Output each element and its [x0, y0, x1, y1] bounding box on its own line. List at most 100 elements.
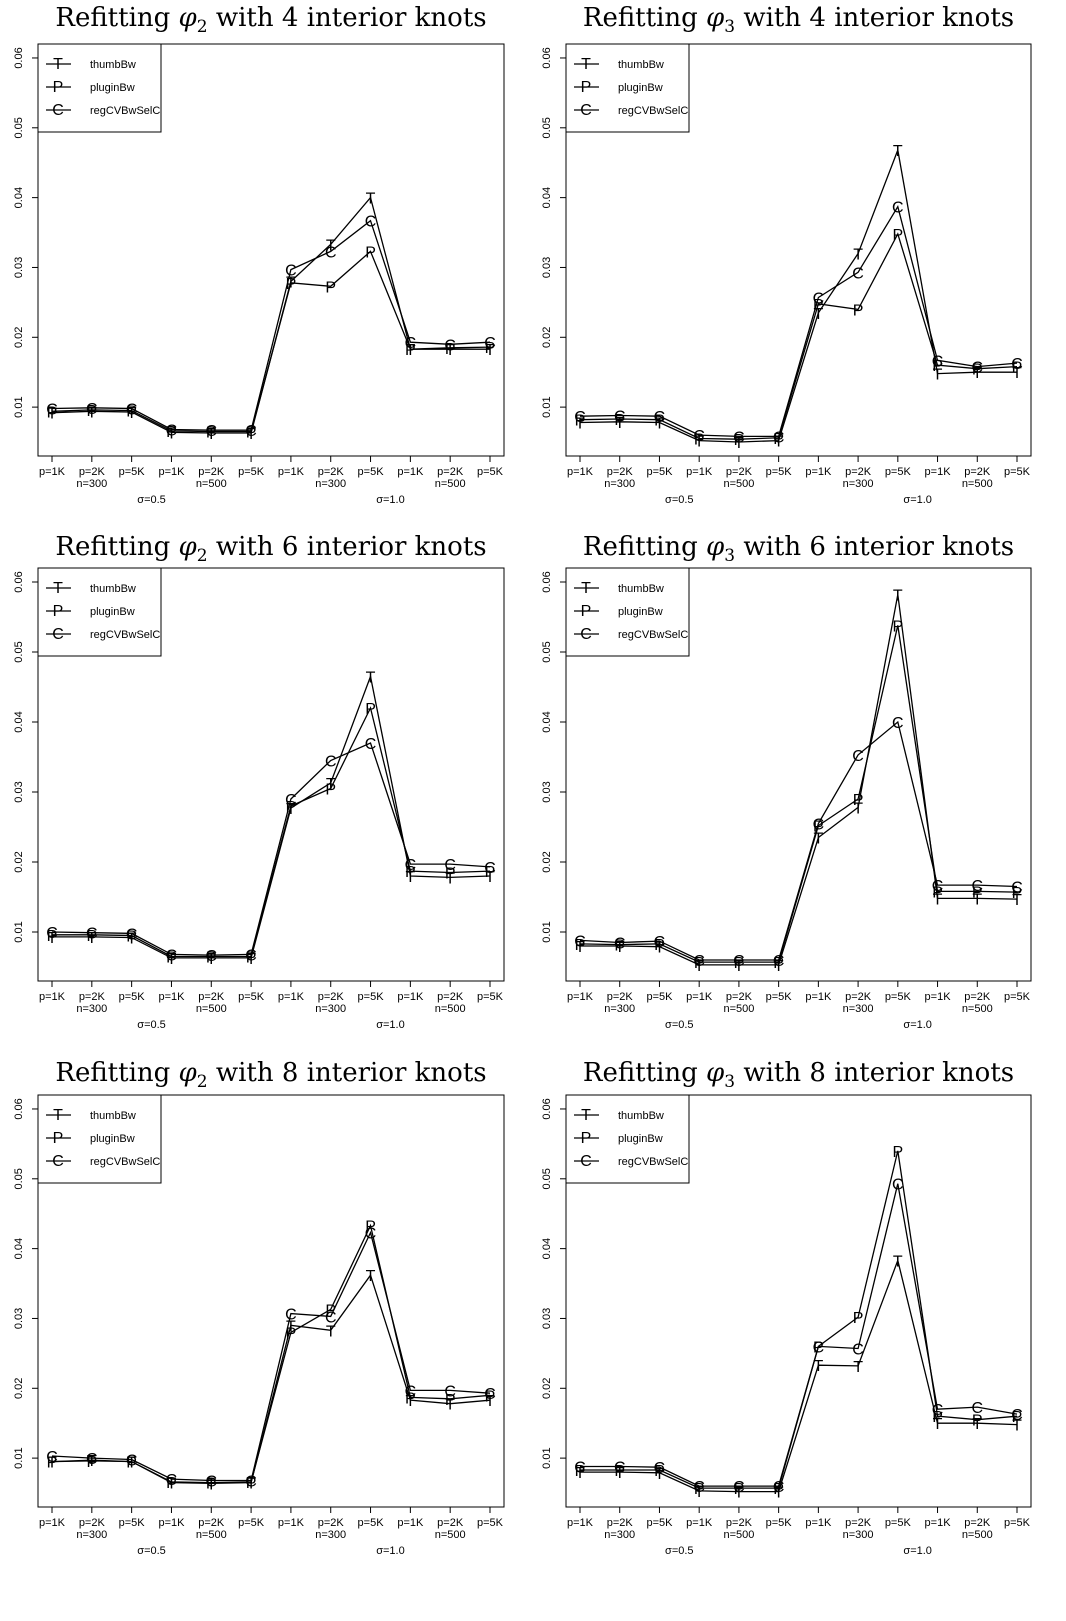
data-point-pluginBw: P [206, 950, 217, 967]
x-tick-label: p=1K [158, 1517, 185, 1529]
data-point-thumbBw: T [246, 951, 256, 968]
data-point-regCVBwSelC: C [46, 402, 58, 419]
series-line-pluginBw [579, 625, 1018, 963]
group-label: n=300 [604, 1529, 635, 1541]
data-point-thumbBw: T [366, 670, 376, 687]
legend-label: pluginBw [618, 82, 663, 94]
data-point-pluginBw: P [773, 1481, 784, 1498]
data-point-thumbBw: T [972, 1416, 982, 1433]
legend-marker: P [53, 79, 64, 96]
x-tick-label: p=5K [885, 466, 912, 478]
y-tick-label: 0.05 [13, 1168, 25, 1189]
y-tick-label: 0.06 [541, 47, 553, 68]
data-point-thumbBw: T [167, 425, 177, 442]
chart-title-subscript: 3 [724, 1072, 735, 1092]
legend-box [565, 567, 690, 657]
data-point-regCVBwSelC: C [405, 857, 417, 874]
data-point-pluginBw: P [932, 358, 943, 375]
chart-title: Refitting φ3 with 6 interior knots [583, 532, 1014, 566]
data-point-pluginBw: P [654, 413, 665, 430]
x-tick-label: p=5K [358, 991, 385, 1003]
chart-panel-2: Refitting φ3 with 4 interior knots 0.01 0.… [541, 3, 1032, 506]
chart-panel-4: Refitting φ3 with 6 interior knots 0.01 0.… [541, 532, 1032, 1031]
group-label: n=500 [723, 478, 754, 490]
data-point-pluginBw: P [365, 244, 376, 261]
x-tick-label: p=5K [885, 1517, 912, 1529]
data-point-thumbBw: T [47, 930, 57, 947]
legend-label: thumbBw [90, 583, 136, 595]
series-line-regCVBwSelC [51, 1230, 491, 1482]
data-point-regCVBwSelC: C [892, 1177, 904, 1194]
data-point-pluginBw: P [932, 884, 943, 901]
legend-marker: T [53, 1107, 63, 1124]
legend-marker: C [580, 1153, 592, 1170]
x-tick-label: p=5K [1004, 466, 1031, 478]
data-point-thumbBw: T [893, 1253, 903, 1270]
x-tick-label: p=1K [925, 991, 952, 1003]
series-line-regCVBwSelC [51, 742, 491, 956]
legend-marker: P [581, 79, 592, 96]
x-tick-label: p=5K [119, 1517, 146, 1529]
data-point-thumbBw: T [575, 939, 585, 956]
data-point-regCVBwSelC: C [86, 926, 98, 943]
legend-label: regCVBwSelC [90, 629, 160, 641]
sigma-label: σ=1.0 [903, 494, 932, 506]
data-point-thumbBw: T [734, 435, 744, 452]
data-point-thumbBw: T [615, 415, 625, 432]
x-tick-label: p=5K [1004, 1517, 1031, 1529]
chart-title-suffix: with 4 interior knots [208, 3, 487, 33]
group-label: n=500 [962, 1003, 993, 1015]
data-point-pluginBw: P [773, 955, 784, 972]
y-tick-label: 0.01 [13, 921, 25, 942]
data-point-pluginBw: P [892, 618, 903, 635]
chart-title-suffix: with 6 interior knots [208, 532, 487, 562]
x-tick-label: p=5K [358, 1517, 385, 1529]
series-line-regCVBwSelC [580, 1183, 1018, 1487]
chart-title: Refitting φ2 with 6 interior knots [55, 532, 486, 566]
data-point-pluginBw: P [485, 1388, 496, 1405]
x-tick-label: p=1K [278, 1517, 305, 1529]
data-point-pluginBw: P [932, 1409, 943, 1426]
data-point-regCVBwSelC: C [654, 409, 666, 426]
data-point-thumbBw: T [127, 1455, 137, 1472]
data-point-thumbBw: T [615, 939, 625, 956]
chart-title-prefix: Refitting [583, 532, 706, 562]
x-tick-label: p=2K [318, 466, 345, 478]
x-tick-label: p=5K [646, 991, 673, 1003]
group-label: n=300 [315, 478, 346, 490]
chart-title-subscript: 2 [197, 546, 208, 566]
legend-marker: T [581, 580, 591, 597]
data-point-pluginBw: P [166, 424, 177, 441]
group-label: n=500 [196, 478, 227, 490]
data-point-regCVBwSelC: C [733, 953, 745, 970]
y-tick-label: 0.03 [541, 257, 553, 278]
data-point-pluginBw: P [286, 799, 297, 816]
x-tick-label: p=1K [278, 466, 305, 478]
data-point-regCVBwSelC: C [126, 402, 138, 419]
x-tick-label: p=1K [397, 1517, 424, 1529]
x-tick-label: p=2K [318, 1517, 345, 1529]
y-tick-label: 0.04 [13, 711, 25, 732]
data-point-pluginBw: P [853, 792, 864, 809]
group-label: n=300 [76, 1003, 107, 1015]
data-point-thumbBw: T [286, 1318, 296, 1335]
legend-label: regCVBwSelC [618, 629, 688, 641]
data-point-regCVBwSelC: C [444, 857, 456, 874]
data-point-regCVBwSelC: C [46, 1449, 58, 1466]
data-point-thumbBw: T [47, 406, 57, 423]
data-point-thumbBw: T [405, 342, 415, 359]
chart-panel-6: Refitting φ3 with 8 interior knots 0.01 0.… [541, 1058, 1032, 1557]
data-point-regCVBwSelC: C [614, 936, 626, 953]
data-point-regCVBwSelC: C [773, 953, 785, 970]
data-point-pluginBw: P [206, 425, 217, 442]
data-point-pluginBw: P [286, 1325, 297, 1342]
legend-label: pluginBw [90, 82, 135, 94]
y-tick-label: 0.04 [541, 187, 553, 208]
data-point-regCVBwSelC: C [86, 401, 98, 418]
chart-title-symbol: φ [179, 532, 198, 562]
